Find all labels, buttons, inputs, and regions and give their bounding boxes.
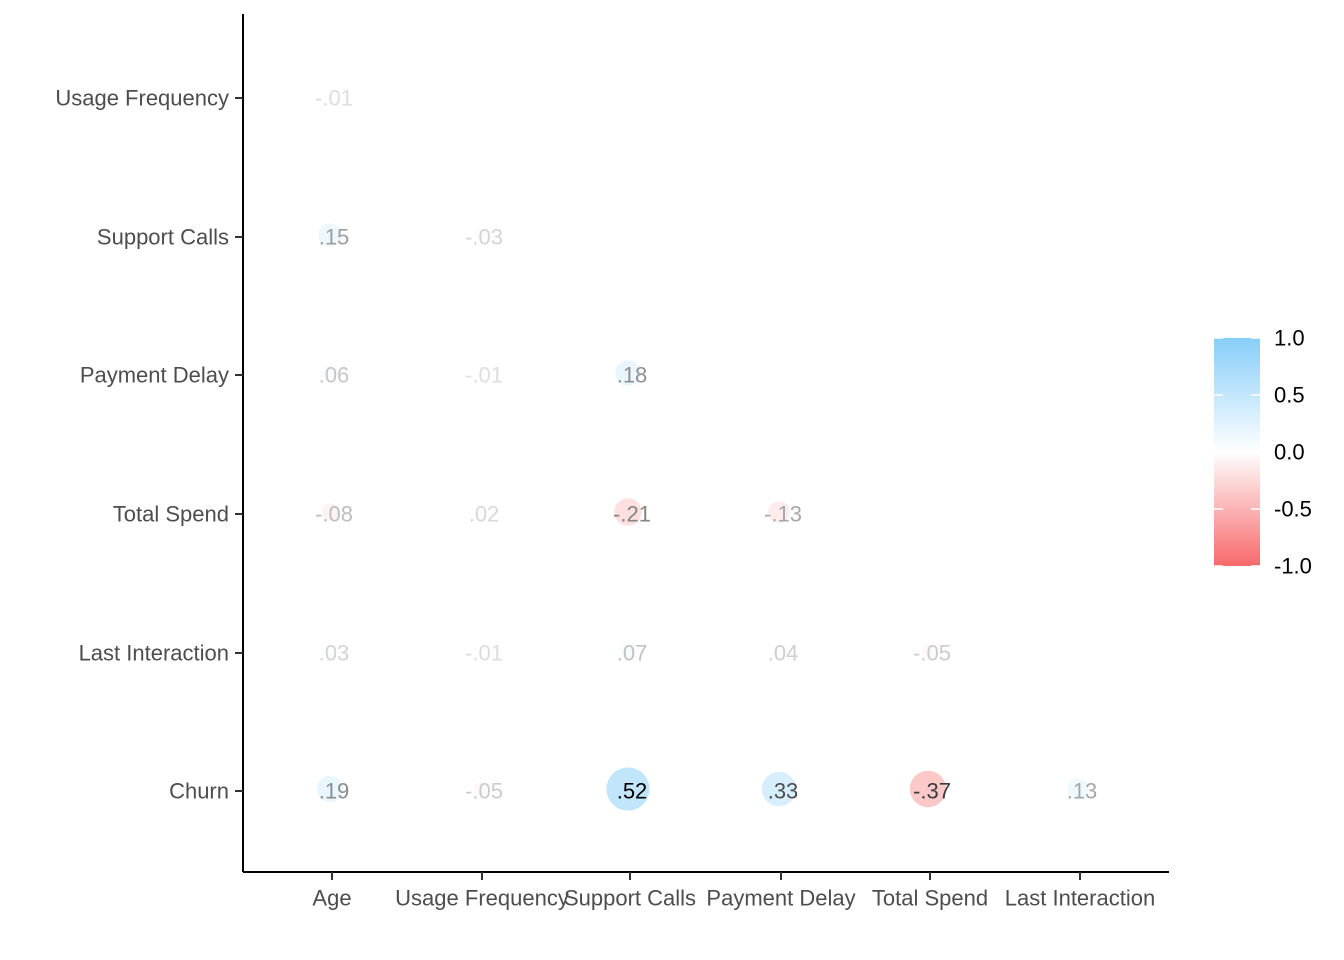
y-tick-label: Churn (169, 779, 229, 804)
correlation-value-label: -.03 (465, 225, 503, 250)
correlation-circle (318, 223, 342, 247)
correlation-circle (477, 370, 483, 376)
correlation-value-label: -.01 (465, 641, 503, 666)
correlation-circle (768, 501, 790, 523)
correlation-value-label: .13 (1067, 779, 1098, 804)
y-tick-label: Last Interaction (79, 641, 229, 666)
legend-label: 0.5 (1274, 383, 1305, 408)
x-tick-label: Support Calls (564, 886, 696, 911)
correlation-value-label: -.05 (465, 779, 503, 804)
correlation-value-label: .06 (319, 363, 350, 388)
legend-label: -0.5 (1274, 497, 1312, 522)
correlation-circle (324, 645, 336, 657)
correlation-value-label: -.21 (613, 502, 651, 527)
x-tick-label: Payment Delay (706, 886, 855, 911)
correlation-value-label: -.37 (913, 779, 951, 804)
x-tick-label: Total Spend (872, 886, 988, 911)
legend-label: 0.0 (1274, 440, 1305, 465)
correlation-value-label: .52 (617, 779, 648, 804)
x-tick-label: Age (312, 886, 351, 911)
correlation-circle (761, 771, 797, 807)
correlation-circle (606, 767, 650, 811)
correlation-circle (614, 498, 642, 526)
correlation-value-label: .15 (319, 225, 350, 250)
correlation-circle (327, 93, 333, 99)
correlation-value-label: -.01 (465, 363, 503, 388)
y-tick-label: Support Calls (97, 225, 229, 250)
correlation-circle (909, 770, 947, 808)
correlation-circle (620, 643, 636, 659)
y-tick-label: Total Spend (113, 502, 229, 527)
correlation-value-label: .19 (319, 779, 350, 804)
correlation-value-label: .03 (319, 641, 350, 666)
x-tick-label: Last Interaction (1005, 886, 1155, 911)
correlation-circle (321, 503, 339, 521)
correlation-value-label: -.08 (315, 502, 353, 527)
correlation-value-label: .33 (768, 779, 799, 804)
correlation-circle (921, 644, 935, 658)
correlation-circle (477, 648, 483, 654)
correlation-value-label: .04 (768, 641, 799, 666)
legend-label: -1.0 (1274, 554, 1312, 579)
color-legend: 1.0 0.5 0.0 -0.5 -1.0 (1214, 326, 1312, 579)
correlation-circle (322, 365, 338, 381)
correlation-value-label: .02 (469, 502, 500, 527)
correlation-circle (615, 360, 641, 386)
x-tick-label: Usage Frequency (395, 886, 569, 911)
y-tick-label: Payment Delay (80, 363, 229, 388)
y-tick-label: Usage Frequency (55, 86, 229, 111)
correlation-circle (474, 229, 486, 241)
correlation-circle (316, 775, 344, 803)
correlation-circle (473, 782, 487, 796)
correlation-circle (773, 645, 785, 657)
correlation-value-label: .18 (617, 363, 648, 388)
correlation-value-label: -.01 (315, 86, 353, 111)
correlation-circle (1067, 778, 1089, 800)
legend-label: 1.0 (1274, 326, 1305, 351)
correlation-circle (475, 507, 485, 517)
correlation-value-label: -.05 (913, 641, 951, 666)
correlation-value-label: .07 (617, 641, 648, 666)
correlation-value-label: -.13 (764, 502, 802, 527)
